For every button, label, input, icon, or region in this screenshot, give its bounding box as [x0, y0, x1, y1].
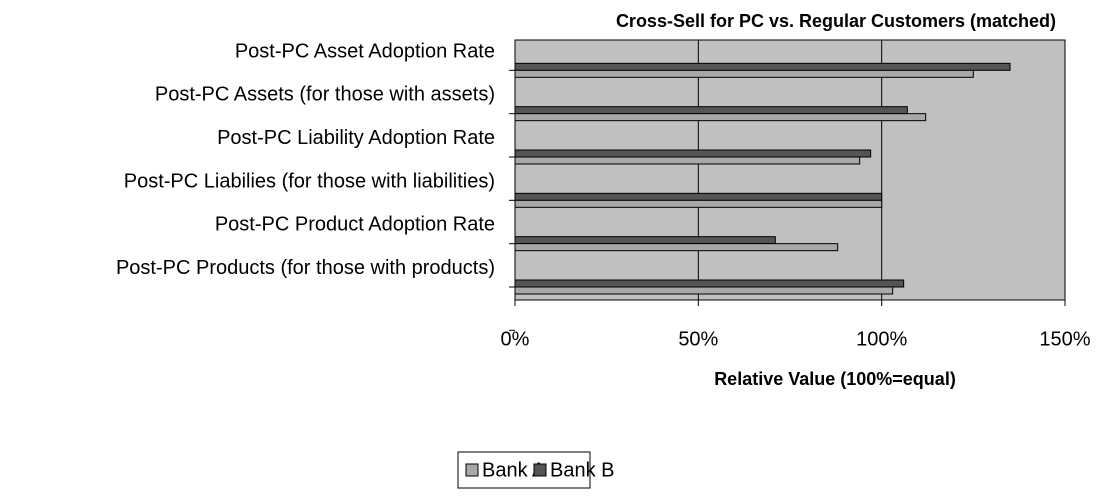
- y-tick-label: Post-PC Product Adoption Rate: [215, 214, 495, 236]
- bar: [514, 62, 1011, 71]
- bar: [514, 106, 908, 115]
- y-tick-label: Post-PC Asset Adoption Rate: [235, 40, 495, 62]
- bar: [514, 243, 839, 252]
- bar: [514, 149, 872, 158]
- y-tick-label: Post-PC Liabilies (for those with liabil…: [124, 170, 495, 192]
- x-tick-label: 50%: [678, 328, 718, 350]
- legend-label: Bank B: [550, 459, 614, 481]
- y-tick-label: Post-PC Products (for those with product…: [116, 257, 495, 279]
- bar: [514, 199, 883, 208]
- legend-box: [457, 451, 591, 489]
- bar: [514, 236, 776, 245]
- bar: [514, 113, 927, 122]
- bar: [514, 279, 905, 288]
- legend-label: Bank A: [482, 459, 546, 481]
- x-tick-label: 0%: [501, 328, 530, 350]
- x-tick-label: 150%: [1039, 328, 1090, 350]
- bar: [514, 69, 974, 78]
- bar: [514, 156, 861, 165]
- chart-title: Cross-Sell for PC vs. Regular Customers …: [616, 11, 1056, 31]
- bar: [514, 192, 883, 201]
- y-tick-label: Post-PC Assets (for those with assets): [155, 84, 495, 106]
- x-axis-label: Relative Value (100%=equal): [714, 369, 956, 389]
- legend-swatch: [465, 463, 479, 477]
- legend-swatch: [533, 463, 547, 477]
- bar: [514, 286, 894, 295]
- x-tick-label: 100%: [856, 328, 907, 350]
- plot-area: [514, 39, 1066, 301]
- y-tick-label: Post-PC Liability Adoption Rate: [217, 127, 495, 149]
